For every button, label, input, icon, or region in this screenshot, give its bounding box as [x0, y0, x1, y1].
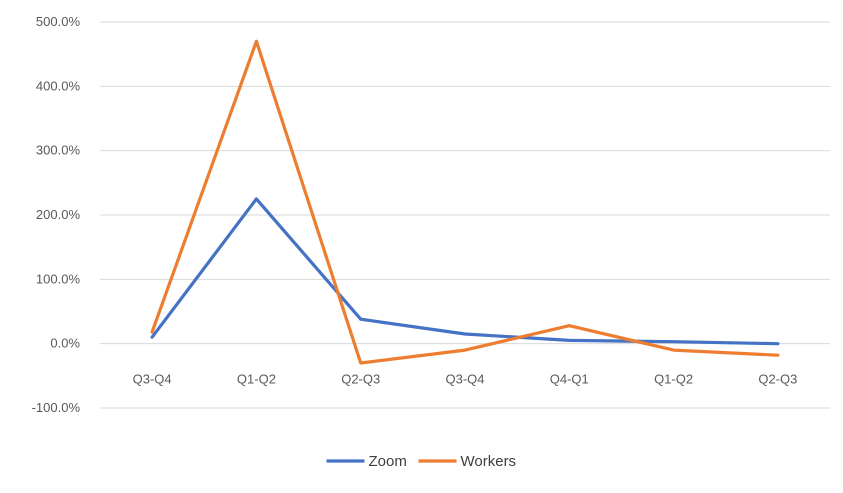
legend-label-workers: Workers — [461, 453, 517, 470]
gridlines — [100, 21, 830, 409]
series-lines — [150, 39, 780, 365]
x-tick-label: Q3-Q4 — [133, 372, 172, 387]
y-tick-label: 500.0% — [36, 14, 81, 29]
y-tick-label: -100.0% — [32, 400, 81, 415]
x-tick-label: Q2-Q3 — [758, 372, 797, 387]
y-tick-label: 100.0% — [36, 271, 81, 286]
x-tick-label: Q1-Q2 — [654, 372, 693, 387]
y-axis-tick-labels: -100.0% 0.0% 100.0% 200.0% 300.0% 400.0% 500.0… — [32, 14, 81, 415]
x-tick-label: Q3-Q4 — [445, 372, 484, 387]
legend: Zoom Workers — [326, 453, 517, 470]
y-tick-label: 400.0% — [36, 78, 81, 93]
x-tick-label: Q1-Q2 — [237, 372, 276, 387]
x-tick-label: Q4-Q1 — [550, 372, 589, 387]
y-tick-label: 300.0% — [36, 143, 81, 158]
y-tick-label: 200.0% — [36, 207, 81, 222]
series-line-workers — [150, 39, 780, 365]
series-line-zoom — [150, 197, 780, 346]
y-tick-label: 0.0% — [50, 336, 80, 351]
x-tick-label: Q2-Q3 — [341, 372, 380, 387]
legend-label-zoom: Zoom — [369, 453, 407, 470]
x-axis-tick-labels: Q3-Q4 Q1-Q2 Q2-Q3 Q3-Q4 Q4-Q1 Q1-Q2 Q2-Q3 — [133, 372, 798, 387]
